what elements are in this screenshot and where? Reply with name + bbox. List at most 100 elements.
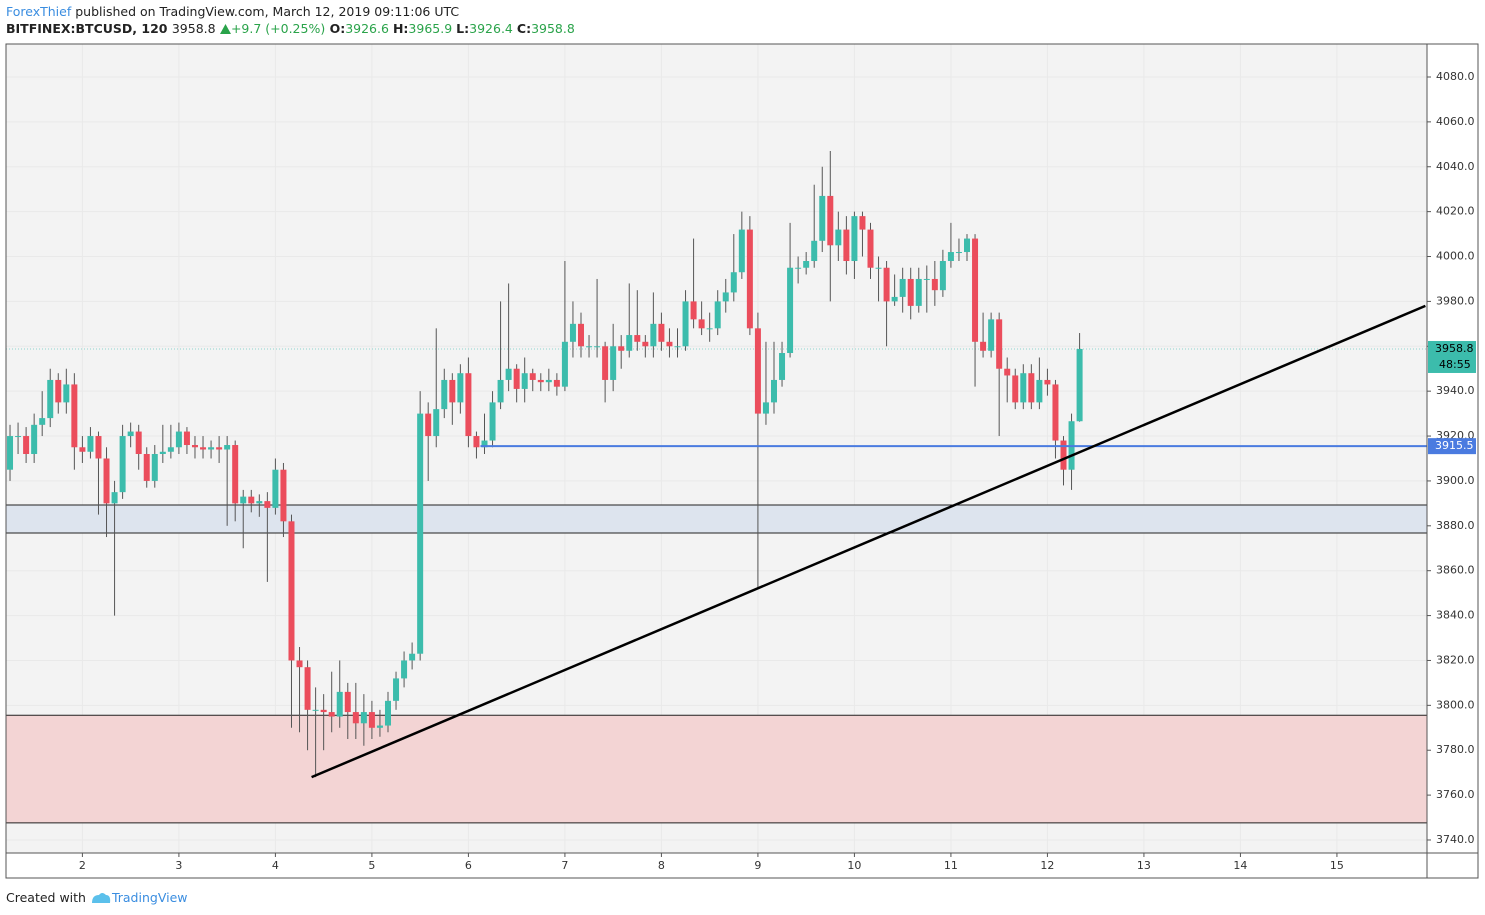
y-tick-label: 4080.0 [1436,70,1475,83]
candle-body [328,712,335,717]
hline-tag-label: 3915.5 [1435,439,1474,452]
candle-body [23,436,30,454]
candle-body [441,379,448,410]
candle-body [71,384,78,448]
candle-body [473,436,480,448]
candle-body [127,431,134,437]
ohlc-label: H: [392,21,409,36]
candle-body [360,712,367,724]
candle-body [224,445,231,450]
y-tick-label: 3940.0 [1436,384,1475,397]
candle-body [931,278,938,291]
candle-body [216,447,223,450]
candle-body [594,346,601,348]
ohlc-label: C: [516,21,532,36]
x-tick-label: 12 [1040,859,1054,872]
candle-body [489,402,496,441]
candle-body [1020,373,1027,403]
candle-body [972,238,979,342]
candle-body [988,319,995,351]
candle-body [1076,348,1083,422]
candle-body [31,424,38,454]
candle-body [312,709,319,711]
candle-body [79,447,86,452]
candle-body [191,445,198,448]
candle-body [272,469,279,508]
brand[interactable]: TradingView [111,890,188,905]
candle-body [867,229,874,268]
zone [6,715,1427,823]
candle-body [714,301,721,329]
candle-body [449,379,456,403]
candle-body [690,301,697,320]
candle-body [787,267,794,354]
y-tick-label: 3740.0 [1436,833,1475,846]
x-tick-label: 3 [175,859,182,872]
candle-body [634,335,641,342]
candle-body [722,292,729,302]
candle-body [1060,440,1067,470]
zone [6,504,1427,533]
candle-body [465,373,472,437]
y-tick-label: 3860.0 [1436,564,1475,577]
x-tick-label: 13 [1137,859,1151,872]
ohlc-value: 3926.4 [469,21,513,36]
candle-body [7,436,14,470]
candle-body [401,660,408,679]
candle-body [288,521,295,661]
up-arrow [219,24,231,34]
candle-body [344,691,351,713]
candle-body [208,447,215,450]
candle-body [95,436,102,459]
candle-body [738,229,745,273]
candle-body [119,436,126,493]
ohlc-value: 3965.9 [408,21,453,36]
y-tick-label: 4060.0 [1436,115,1475,128]
candle-body [151,453,158,481]
candle-body [409,653,416,661]
y-tick-label: 4020.0 [1436,205,1475,218]
candle-body [521,373,528,389]
x-tick-label: 7 [561,859,568,872]
ohlc-value: 3958.8 [531,21,575,36]
candle-body [39,418,46,425]
candle-body [183,431,190,446]
x-tick-label: 8 [658,859,665,872]
candle-body [835,229,842,246]
header-line: ForexThief published on TradingView.com,… [6,4,459,19]
candle-body [907,278,914,306]
footer: Created with TradingView [6,890,187,905]
price-tag [1428,340,1476,373]
candle-body [248,496,255,504]
candle-body [103,458,110,504]
candle-body [256,501,263,504]
candle-body [891,296,898,302]
plot [6,44,1427,853]
symbol: BITFINEX:BTCUSD, 120 [6,21,168,36]
candle-body [553,379,560,387]
candle-body [368,712,375,728]
candle-body [642,341,649,347]
x-tick-label: 10 [847,859,861,872]
candle-body [393,678,400,701]
candle-body [754,328,761,414]
price: 3958.8 [171,21,216,36]
x-tick-label: 15 [1330,859,1344,872]
candle-body [883,267,890,302]
candle-body [1036,379,1043,403]
candle-body [626,335,633,351]
candle-body [746,229,753,329]
candle-body [505,368,512,380]
y-tick-label: 3880.0 [1436,519,1475,532]
candle-body [795,267,802,269]
candle-body [803,261,810,268]
ohlc-label: L: [456,21,470,36]
author[interactable]: ForexThief [6,4,72,19]
candle-body [939,261,946,291]
candle-body [304,667,311,710]
x-tick-label: 11 [944,859,958,872]
candle-body [819,195,826,241]
candle-body [843,229,850,262]
y-tick-label: 4000.0 [1436,250,1475,263]
